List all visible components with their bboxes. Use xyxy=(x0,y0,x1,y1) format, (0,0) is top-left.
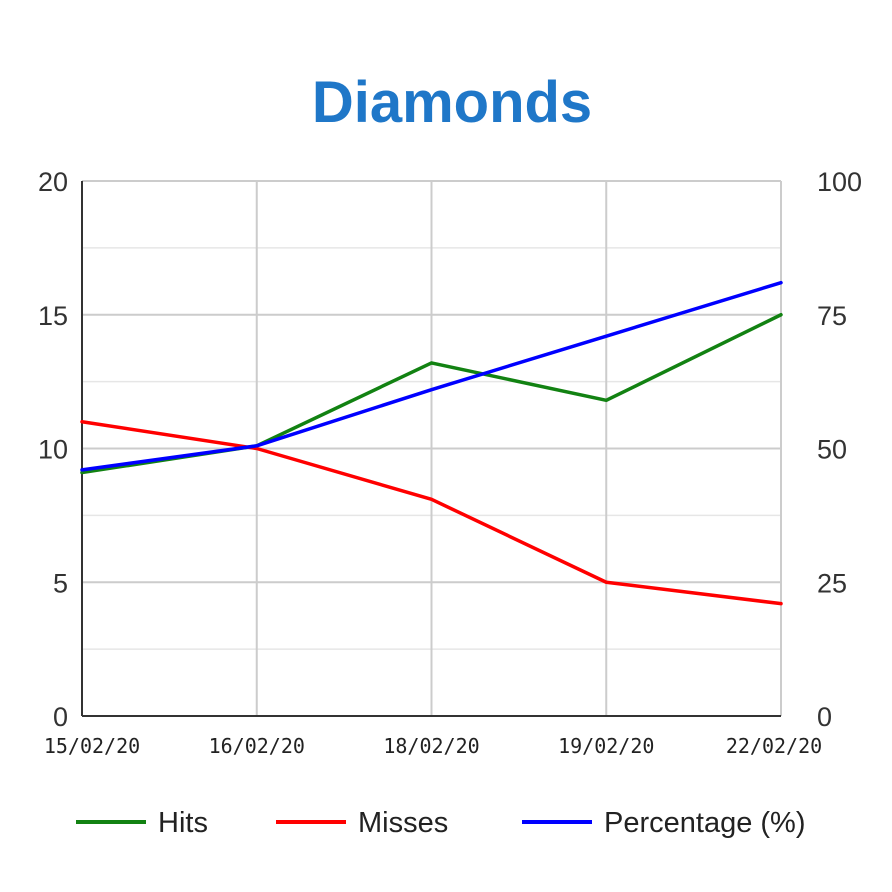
right-tick-label: 0 xyxy=(817,702,832,732)
right-tick-label: 75 xyxy=(817,301,847,331)
series-line-percentage xyxy=(80,280,783,472)
right-tick-label: 50 xyxy=(817,435,847,465)
legend-label: Misses xyxy=(358,807,448,839)
x-tick-label: 19/02/20 xyxy=(558,734,654,758)
chart-title: Diamonds xyxy=(312,70,592,135)
legend-label: Percentage (%) xyxy=(604,807,806,839)
legend-label: Hits xyxy=(158,807,208,839)
left-tick-label: 20 xyxy=(38,167,68,197)
right-axis-ticks: 0 25 50 75 100 xyxy=(817,167,862,732)
right-tick-label: 100 xyxy=(817,167,862,197)
left-tick-label: 10 xyxy=(38,435,68,465)
x-tick-label: 18/02/20 xyxy=(383,734,479,758)
left-tick-label: 15 xyxy=(38,301,68,331)
series-line-misses xyxy=(80,420,783,606)
legend: Hits Misses Percentage (%) xyxy=(76,807,806,839)
x-axis-ticks: 15/02/20 16/02/20 18/02/20 19/02/20 22/02/20 xyxy=(44,734,822,758)
left-tick-label: 5 xyxy=(53,568,68,598)
left-tick-label: 0 xyxy=(53,702,68,732)
series-lines xyxy=(80,280,783,606)
x-tick-label: 22/02/20 xyxy=(726,734,822,758)
x-tick-label: 16/02/20 xyxy=(209,734,305,758)
grid xyxy=(81,180,782,717)
right-tick-label: 25 xyxy=(817,568,847,598)
x-tick-label: 15/02/20 xyxy=(44,734,140,758)
axes xyxy=(81,181,781,717)
left-axis-ticks: 0 5 10 15 20 xyxy=(38,167,68,732)
